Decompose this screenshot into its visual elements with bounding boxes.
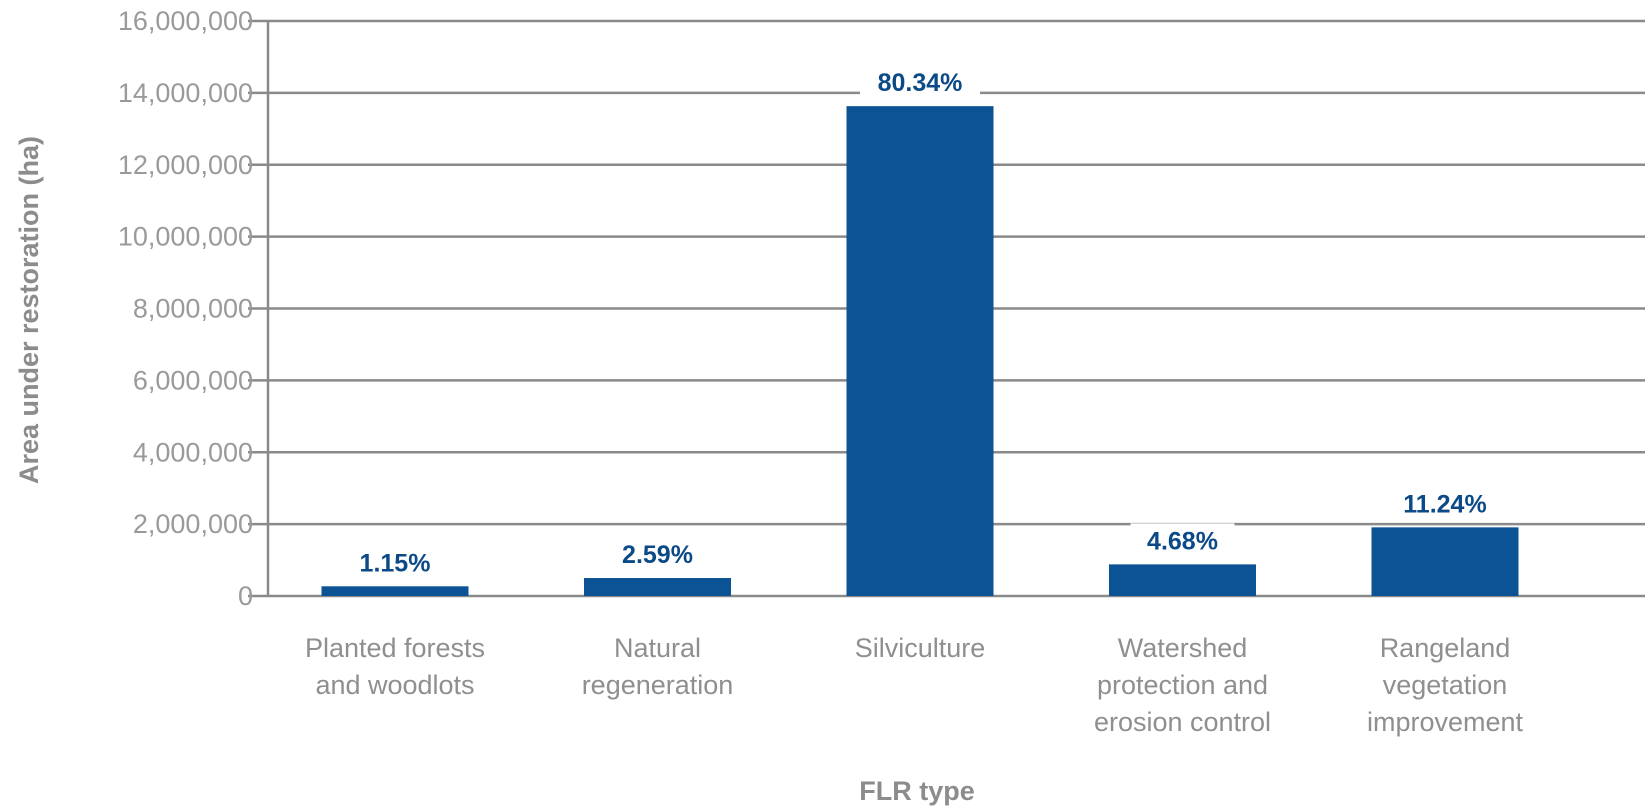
bar: [846, 106, 994, 596]
bar: [1109, 564, 1256, 596]
y-axis-title: Area under restoration (ha): [14, 136, 44, 484]
bar: [584, 578, 731, 596]
category-labels: Planted forests and woodlots Natural regene…: [305, 633, 1524, 737]
data-label: 1.15%: [360, 549, 431, 577]
data-label: 2.59%: [622, 541, 693, 569]
x-tick-label: Planted forests and woodlots: [305, 633, 485, 700]
y-tick-label: 6,000,000: [133, 365, 253, 395]
data-label: 4.68%: [1147, 527, 1218, 555]
x-axis-title: FLR type: [859, 776, 975, 806]
y-tick-label: 14,000,000: [118, 78, 253, 108]
y-tick-label: 16,000,000: [118, 6, 253, 36]
y-tick-label: 2,000,000: [133, 509, 253, 539]
y-tick-label: 4,000,000: [133, 437, 253, 467]
bar: [321, 586, 469, 596]
data-label-background: [1385, 486, 1505, 521]
data-labels: 1.15% 2.59% 80.34% 4.68% 11.24%: [343, 65, 1505, 580]
data-label-background: [605, 537, 710, 572]
y-tick-label: 8,000,000: [133, 294, 253, 324]
data-label: 11.24%: [1403, 490, 1486, 518]
bar: [1371, 527, 1519, 596]
data-label-background: [1130, 523, 1235, 558]
x-tick-label: Rangeland vegetation improvement: [1367, 633, 1524, 737]
y-tick-label: 12,000,000: [118, 150, 253, 180]
y-tick-label: 0: [238, 581, 253, 611]
x-tick-label: Watershed protection and erosion control: [1094, 633, 1271, 737]
x-tick-label: Natural regeneration: [582, 633, 734, 700]
data-label-background: [343, 545, 447, 580]
data-label: 80.34%: [878, 69, 963, 97]
bars: [321, 106, 1519, 596]
x-tick-label: Silviculture: [855, 633, 986, 663]
y-tick-label: 10,000,000: [118, 222, 253, 252]
data-label-background: [860, 65, 980, 100]
axes: 0 2,000,000 4,000,000 6,000,000 8,000,000 10,…: [118, 6, 270, 611]
